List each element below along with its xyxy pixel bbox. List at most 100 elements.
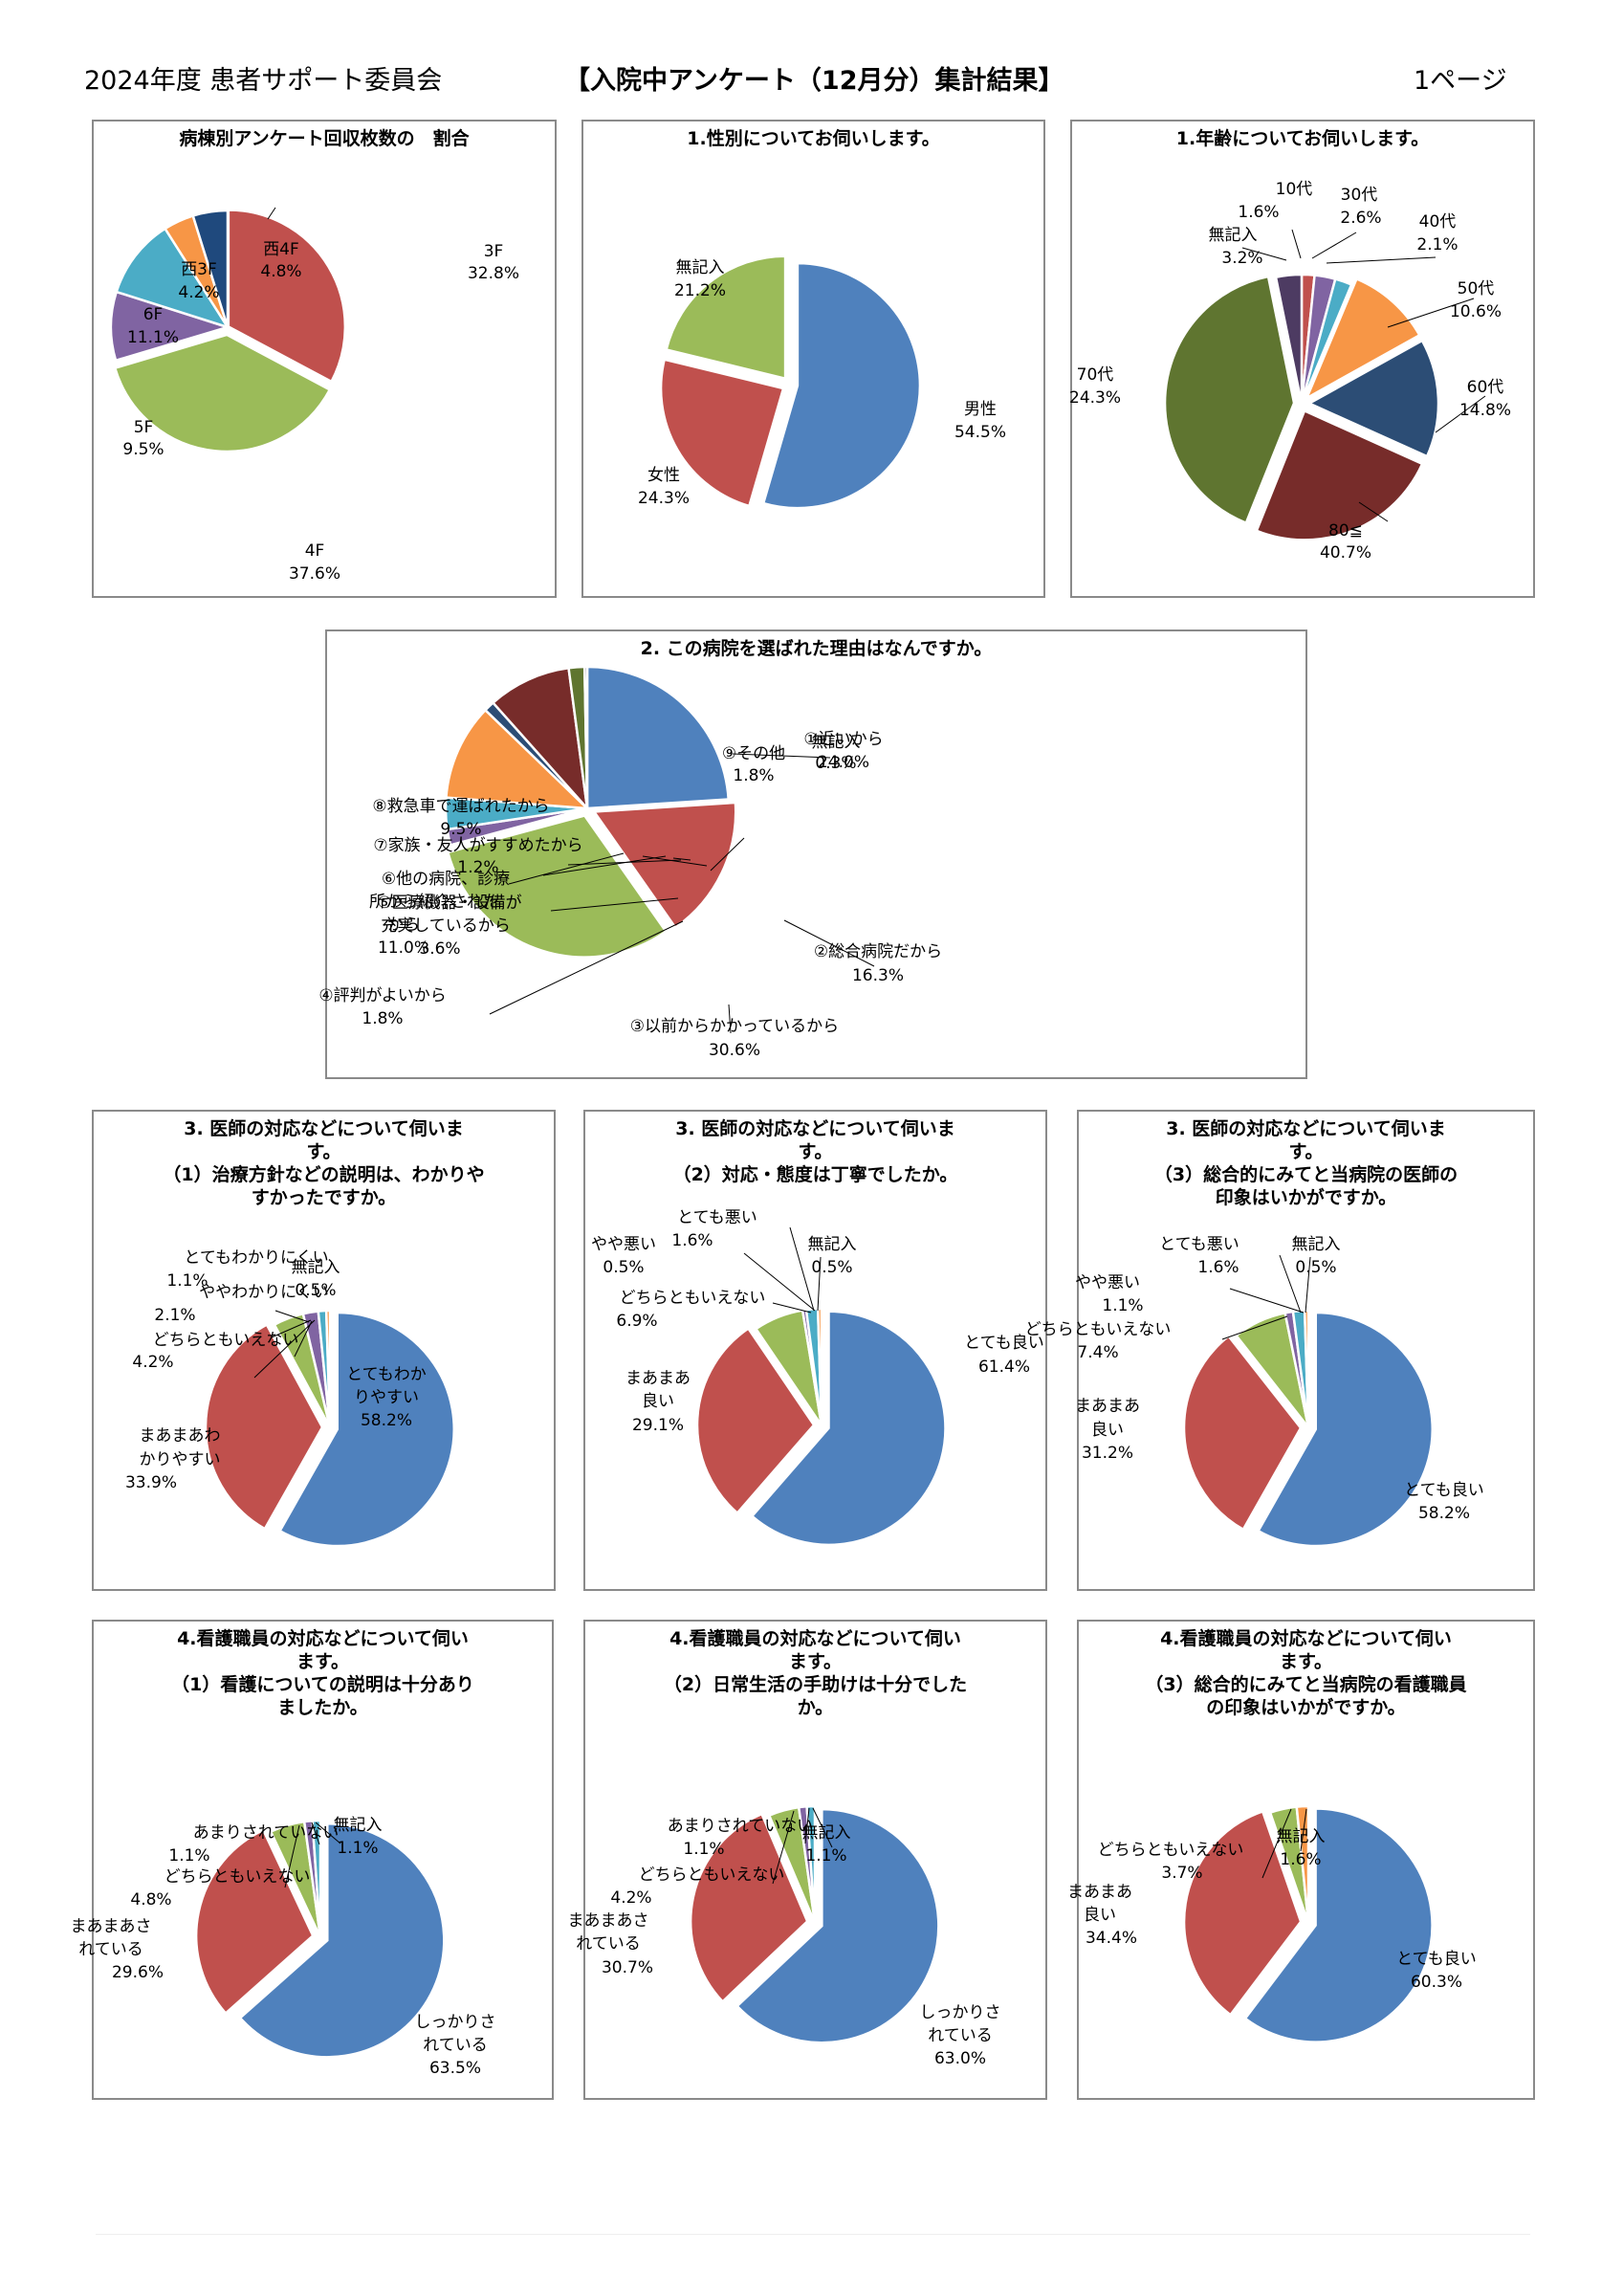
leader-line xyxy=(772,1810,795,1885)
chart-title-line: 3. 医師の対応などについて伺いま xyxy=(1166,1117,1445,1139)
slice-label: まあまあ xyxy=(1067,1883,1132,1902)
slice-label: とてもわか xyxy=(346,1365,427,1384)
leader-line xyxy=(1300,1808,1307,1852)
pie-slice xyxy=(1163,275,1296,525)
chart-title-line: 3. 医師の対応などについて伺いま xyxy=(184,1117,463,1139)
pie-svg: 1.性別についてお伺いします。男性 54.5% 女性 24.3% 無記入 21.2% xyxy=(638,127,1006,510)
pie-slice xyxy=(311,1819,322,1938)
slice-label: 無記入 xyxy=(802,1823,851,1843)
slice-label: どちらともいえない xyxy=(1025,1320,1172,1339)
pie-slice xyxy=(1255,408,1424,541)
slice-label: 24.0% xyxy=(818,753,869,772)
pie-slice xyxy=(750,1310,947,1547)
slice-label: 1.1% xyxy=(1102,1296,1143,1315)
slice-label: 33.9% xyxy=(125,1473,177,1492)
leader-line xyxy=(315,1821,341,1844)
slice-label: どちらともいえない xyxy=(164,1867,311,1887)
slice-label: 4.2% xyxy=(132,1353,173,1372)
leader-line xyxy=(1435,395,1486,433)
pie-slice xyxy=(1295,1804,1310,1924)
slice-label: 0.5% xyxy=(603,1258,644,1277)
slice-label: 5F xyxy=(134,418,154,437)
slice-label: 無記入 xyxy=(1277,1827,1326,1846)
slice-label: 37.6% xyxy=(289,564,340,584)
leader-line xyxy=(812,1807,833,1848)
slice-label: 63.0% xyxy=(934,2049,986,2068)
leader-line xyxy=(672,857,691,861)
leader-line xyxy=(728,1004,732,1034)
chart-title-line: す。 xyxy=(1288,1141,1323,1162)
report-title: 【入院中アンケート（12月分）集計結果】 xyxy=(564,66,1064,96)
doctor-impression-pie-chart: 3. 医師の対応などについて伺いま す。 （3）総合的にみてと当病院の医師の 印象はい… xyxy=(1025,1110,1535,1591)
slice-label: 54.5% xyxy=(954,423,1006,442)
pie-svg: 4.看護職員の対応などについて伺います。（2）日常生活の手助けは十分でしたか。し… xyxy=(568,1627,1001,2068)
pie-svg: 3. 医師の対応などについて伺います。（2）対応・態度は丁寧でしたか。とても良い… xyxy=(591,1117,1044,1547)
slice-label: ややわかりにくい xyxy=(199,1283,329,1302)
pie-slice xyxy=(1256,1311,1434,1548)
slice-label: 9.5% xyxy=(122,440,164,459)
slice-label: あまりされていない xyxy=(193,1823,340,1843)
pie-slice xyxy=(324,1309,332,1428)
chart-title-line: 印象はいかがですか。 xyxy=(1216,1186,1397,1208)
leader-line xyxy=(772,1302,812,1314)
slice-label: 34.4% xyxy=(1086,1929,1137,1948)
slice-label: とても良い xyxy=(964,1334,1044,1353)
chart-title-line: 3. 医師の対応などについて伺いま xyxy=(675,1117,954,1139)
chart-title-line: （1）治療方針などの説明は、わかりや xyxy=(163,1163,484,1185)
slice-label: まあまあさ xyxy=(568,1911,649,1931)
slice-label: 4.8% xyxy=(130,1890,171,1910)
slice-label: やや悪い xyxy=(1075,1273,1140,1292)
chart-title-line: か。 xyxy=(798,1697,834,1718)
leader-line xyxy=(1261,1808,1292,1879)
slice-label: 1.6% xyxy=(1197,1258,1239,1277)
slice-label: 10.6% xyxy=(1450,302,1502,321)
slice-label: 所から紹介された xyxy=(369,893,499,912)
chart-title-line: ます。 xyxy=(296,1651,349,1672)
slice-label: どちらともいえない xyxy=(639,1866,785,1885)
pie-slice xyxy=(191,209,230,328)
slice-label: 2.1% xyxy=(154,1306,195,1325)
slice-label: 男性 xyxy=(964,400,997,419)
slice-label: 29.6% xyxy=(112,1963,164,1982)
pie-slice xyxy=(445,708,591,810)
slice-label: 9.5% xyxy=(440,820,481,839)
pie-slice xyxy=(695,1326,816,1515)
slice-label: 4.2% xyxy=(178,283,219,302)
slice-label: しっかりさ xyxy=(415,2013,496,2032)
slice-label: 1.1% xyxy=(683,1840,724,1859)
slice-label: まあまあ xyxy=(625,1369,691,1388)
pie-slice xyxy=(689,1812,809,2004)
pie-slice xyxy=(585,665,731,810)
pie-slice xyxy=(582,665,589,809)
chart-title-line: （2）日常生活の手助けは十分でした xyxy=(664,1673,967,1695)
pie-svg: 4.看護職員の対応などについて伺います。（1）看護についての説明は十分ありました… xyxy=(71,1627,496,2078)
nurse-explanation-pie-chart: 4.看護職員の対応などについて伺い ます。 （1）看護についての説明は十分あり ました… xyxy=(71,1620,554,2100)
chart-title-line: ます。 xyxy=(1280,1651,1332,1672)
pie-slice xyxy=(1182,1334,1303,1532)
slice-label: れている xyxy=(78,1940,143,1959)
doctor-attitude-pie-chart: 3. 医師の対応などについて伺いま す。 （2）対応・態度は丁寧でしたか。 とても良い… xyxy=(583,1110,1047,1591)
leader-line xyxy=(817,1256,822,1312)
slice-label: 40代 xyxy=(1419,212,1457,232)
slice-label: 58.2% xyxy=(361,1411,412,1430)
slice-label: まあまあさ xyxy=(71,1917,152,1936)
chart-title-line: す。 xyxy=(798,1141,832,1162)
leader-line xyxy=(743,1252,816,1312)
slice-label: しっかりさ xyxy=(920,2003,1001,2022)
pie-svg: 2. この病院を選ばれた理由はなんですか。 ①近いから 24.0% ②総合病院だから 1… xyxy=(318,637,992,1060)
pie-slice xyxy=(1306,339,1440,458)
leader-line xyxy=(732,753,831,759)
pie-slice xyxy=(1300,277,1353,405)
chart-title-line: ましたか。 xyxy=(277,1697,368,1718)
slice-label: 29.1% xyxy=(632,1416,684,1435)
slice-label: ④評判がよいから xyxy=(318,986,446,1005)
slice-label: れている xyxy=(423,2036,488,2055)
slice-label: 0.5% xyxy=(1295,1258,1336,1277)
slice-label: 1.1% xyxy=(166,1271,208,1291)
slice-label: 1.1% xyxy=(805,1846,846,1866)
leader-line xyxy=(508,852,625,885)
slice-label: 3.7% xyxy=(1161,1864,1202,1883)
slice-label: まあまあ xyxy=(1075,1397,1140,1416)
pie-slice xyxy=(238,1822,446,2059)
slice-label: とても悪い xyxy=(1159,1235,1239,1254)
